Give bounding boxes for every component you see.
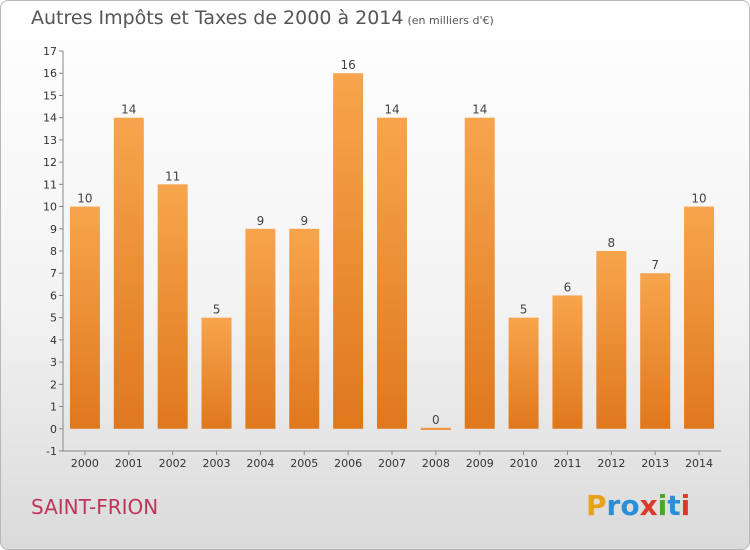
x-tick-label: 2005 [290, 457, 318, 470]
bar [333, 73, 364, 429]
x-tick-label: 2014 [685, 457, 713, 470]
bar-value-label: 7 [651, 258, 659, 272]
bar [113, 117, 144, 429]
bar-value-label: 16 [340, 58, 355, 72]
x-tick-label: 2002 [159, 457, 187, 470]
bar-value-label: 5 [213, 303, 221, 317]
y-tick-label: -1 [46, 445, 57, 458]
x-tick-label: 2011 [553, 457, 581, 470]
y-tick-label: 9 [50, 223, 57, 236]
x-tick-label: 2008 [422, 457, 450, 470]
location-name: SAINT-FRION [31, 495, 159, 519]
y-tick-label: 17 [43, 45, 57, 58]
bar [552, 295, 583, 429]
x-tick-label: 2006 [334, 457, 362, 470]
bar [289, 228, 320, 429]
logo-letter: x [639, 489, 658, 522]
proxiti-logo: Proxiti [586, 489, 690, 522]
x-tick-label: 2007 [378, 457, 406, 470]
chart-title-text: Autres Impôts et Taxes de 2000 à 2014 [31, 7, 404, 29]
x-tick-label: 2003 [203, 457, 231, 470]
y-tick-label: 10 [43, 201, 57, 214]
bar-value-label: 10 [691, 192, 706, 206]
bar [640, 273, 671, 429]
bar [420, 427, 451, 430]
bar-value-label: 14 [384, 103, 399, 117]
x-tick-label: 2000 [71, 457, 99, 470]
y-tick-label: 6 [50, 289, 57, 302]
bar-value-label: 6 [564, 280, 572, 294]
y-tick-label: 0 [50, 423, 57, 436]
x-tick-label: 2009 [466, 457, 494, 470]
bar-value-label: 14 [472, 103, 487, 117]
y-tick-label: 14 [43, 112, 57, 125]
logo-letter: t [667, 489, 681, 522]
logo-letter: o [620, 489, 640, 522]
bar [684, 206, 715, 429]
x-tick-label: 2001 [115, 457, 143, 470]
y-tick-label: 8 [50, 245, 57, 258]
bar [596, 251, 627, 429]
x-tick-label: 2013 [641, 457, 669, 470]
bar-value-label: 14 [121, 103, 136, 117]
logo-letter: i [680, 489, 691, 522]
y-tick-label: 12 [43, 156, 57, 169]
bar [508, 317, 539, 429]
logo-letter: r [606, 489, 621, 522]
logo-letter: P [586, 489, 607, 522]
bar-value-label: 8 [608, 236, 616, 250]
bar-value-label: 9 [257, 214, 265, 228]
bar [201, 317, 232, 429]
y-tick-label: 5 [50, 312, 57, 325]
x-tick-label: 2004 [246, 457, 274, 470]
x-tick-label: 2010 [510, 457, 538, 470]
chart-subtitle: (en milliers d'€) [407, 14, 494, 27]
bar-value-label: 9 [300, 214, 308, 228]
bar-value-label: 5 [520, 303, 528, 317]
bar-value-label: 10 [77, 192, 92, 206]
y-tick-label: 13 [43, 134, 57, 147]
x-tick-label: 2012 [597, 457, 625, 470]
y-tick-label: 7 [50, 267, 57, 280]
bar [157, 184, 188, 429]
bar [464, 117, 495, 429]
bar [377, 117, 407, 429]
y-tick-label: 4 [50, 334, 57, 347]
chart-title: Autres Impôts et Taxes de 2000 à 2014 (en… [31, 7, 494, 29]
y-tick-label: 2 [50, 378, 57, 391]
y-tick-label: 1 [50, 401, 57, 414]
y-tick-label: 11 [43, 178, 57, 191]
logo-letter: i [657, 489, 668, 522]
y-tick-label: 3 [50, 356, 57, 369]
y-tick-label: 16 [43, 67, 57, 80]
bar [245, 228, 276, 429]
bar-value-label: 11 [165, 169, 180, 183]
bar-value-label: 0 [432, 413, 440, 427]
y-tick-label: 15 [43, 89, 57, 102]
bar [69, 206, 100, 429]
